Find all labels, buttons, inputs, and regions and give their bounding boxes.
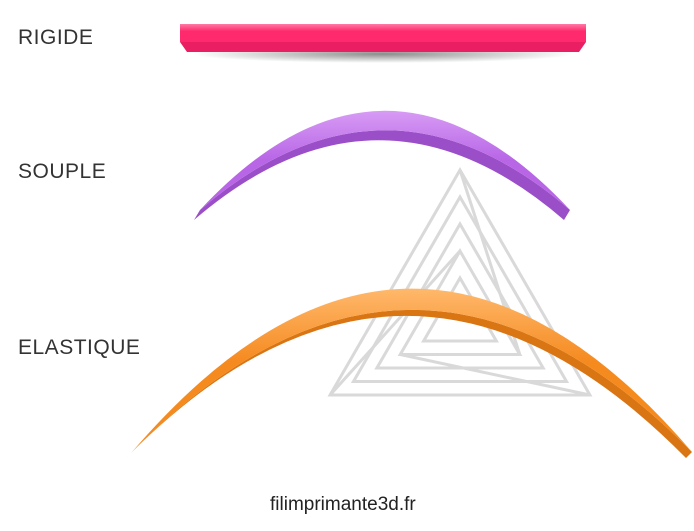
flexible-bar [194,111,570,220]
label-rigid: RIGIDE [18,26,93,50]
label-flexible: SOUPLE [18,160,106,184]
elastic-bar [126,289,692,458]
label-elastic: ELASTIQUE [18,336,140,360]
rigid-bar [180,24,586,63]
footer-credit: filimprimante3d.fr [270,494,416,516]
watermark-logo [330,170,590,395]
diagram-canvas [0,0,694,531]
